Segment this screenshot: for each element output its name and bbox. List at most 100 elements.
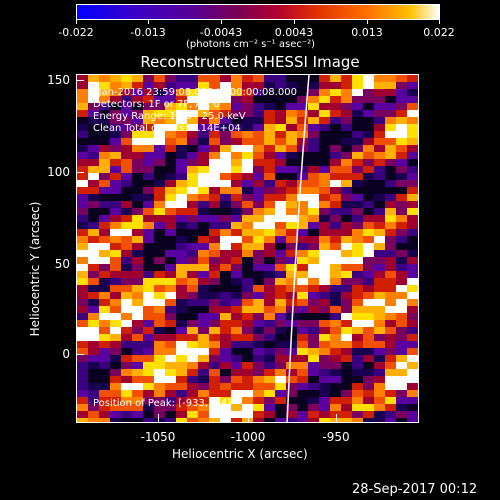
heatmap-cell <box>110 243 121 250</box>
heatmap-cell <box>209 208 220 215</box>
heatmap-cell <box>176 96 187 103</box>
x-tick-label: -950 <box>322 430 350 444</box>
heatmap-cell <box>176 152 187 159</box>
heatmap-cell <box>330 131 341 138</box>
heatmap-cell <box>275 89 286 96</box>
heatmap-cell <box>319 327 330 334</box>
heatmap-cell <box>99 418 110 422</box>
heatmap-cell <box>143 404 154 411</box>
heatmap-cell <box>385 159 396 166</box>
heatmap-cell <box>275 208 286 215</box>
heatmap-cell <box>341 103 352 110</box>
heatmap-cell <box>209 418 220 422</box>
heatmap-cell <box>187 334 198 341</box>
heatmap-cell <box>341 327 352 334</box>
heatmap-cell <box>176 362 187 369</box>
heatmap-cell <box>308 138 319 145</box>
heatmap-cell <box>209 173 220 180</box>
heatmap-cell <box>88 208 99 215</box>
heatmap-cell <box>121 145 132 152</box>
heatmap-cell <box>341 369 352 376</box>
heatmap-cell <box>319 124 330 131</box>
heatmap-cell <box>88 327 99 334</box>
heatmap-cell <box>88 243 99 250</box>
heatmap-cell <box>308 89 319 96</box>
heatmap-cell <box>352 292 363 299</box>
heatmap-cell <box>374 208 385 215</box>
heatmap-cell <box>385 96 396 103</box>
heatmap-cell <box>121 404 132 411</box>
heatmap-cell <box>396 250 407 257</box>
heatmap-cell <box>231 376 242 383</box>
heatmap-cell <box>231 75 242 82</box>
heatmap-cell <box>121 131 132 138</box>
y-tick-mark <box>76 172 84 173</box>
heatmap-cell <box>165 152 176 159</box>
heatmap-cell <box>77 222 88 229</box>
heatmap-cell <box>407 327 418 334</box>
heatmap-cell <box>198 89 209 96</box>
heatmap-cell <box>154 145 165 152</box>
heatmap-cell <box>308 131 319 138</box>
heatmap-cell <box>242 131 253 138</box>
heatmap-cell <box>88 418 99 422</box>
heatmap-cell <box>242 166 253 173</box>
heatmap-cell <box>110 250 121 257</box>
heatmap-cell <box>286 383 297 390</box>
heatmap-cell <box>110 404 121 411</box>
heatmap-cell <box>77 299 88 306</box>
heatmap-cell <box>132 404 143 411</box>
heatmap-cell <box>319 110 330 117</box>
heatmap-cell <box>363 215 374 222</box>
heatmap-cell <box>132 327 143 334</box>
heatmap-cell <box>132 299 143 306</box>
heatmap-cell <box>352 89 363 96</box>
heatmap-cell <box>209 243 220 250</box>
heatmap-cell <box>264 173 275 180</box>
heatmap-cell <box>110 285 121 292</box>
heatmap-cell <box>231 145 242 152</box>
heatmap-cell <box>143 376 154 383</box>
heatmap-cell <box>231 103 242 110</box>
heatmap-cell <box>99 355 110 362</box>
heatmap-cell <box>110 89 121 96</box>
heatmap-cell <box>110 299 121 306</box>
heatmap-cell <box>121 292 132 299</box>
heatmap-cell <box>286 376 297 383</box>
heatmap-cell <box>165 201 176 208</box>
heatmap-cell <box>99 397 110 404</box>
x-tick-label: -1050 <box>140 430 176 444</box>
heatmap-cell <box>407 110 418 117</box>
heatmap-cell <box>385 313 396 320</box>
heatmap-cell <box>198 306 209 313</box>
heatmap-cell <box>275 299 286 306</box>
heatmap-cell <box>297 201 308 208</box>
heatmap-cell <box>253 355 264 362</box>
heatmap-cell <box>385 215 396 222</box>
heatmap-cell <box>132 362 143 369</box>
heatmap-cell <box>308 159 319 166</box>
heatmap-cell <box>187 229 198 236</box>
heatmap-cell <box>154 341 165 348</box>
heatmap-cell <box>319 341 330 348</box>
heatmap-cell <box>110 159 121 166</box>
heatmap-cell <box>154 229 165 236</box>
heatmap-cell <box>264 138 275 145</box>
heatmap-cell <box>330 166 341 173</box>
heatmap-cell <box>176 145 187 152</box>
heatmap-cell <box>187 390 198 397</box>
heatmap-cell <box>319 362 330 369</box>
heatmap-cell <box>418 327 419 334</box>
heatmap-cell <box>319 243 330 250</box>
heatmap-cell <box>132 75 143 82</box>
heatmap-cell <box>308 229 319 236</box>
heatmap-cell <box>396 306 407 313</box>
heatmap-cell <box>319 89 330 96</box>
heatmap-cell <box>132 334 143 341</box>
heatmap-cell <box>154 418 165 422</box>
heatmap-cell <box>374 285 385 292</box>
heatmap-cell <box>253 404 264 411</box>
heatmap-cell <box>88 166 99 173</box>
heatmap-cell <box>341 82 352 89</box>
heatmap-cell <box>297 250 308 257</box>
